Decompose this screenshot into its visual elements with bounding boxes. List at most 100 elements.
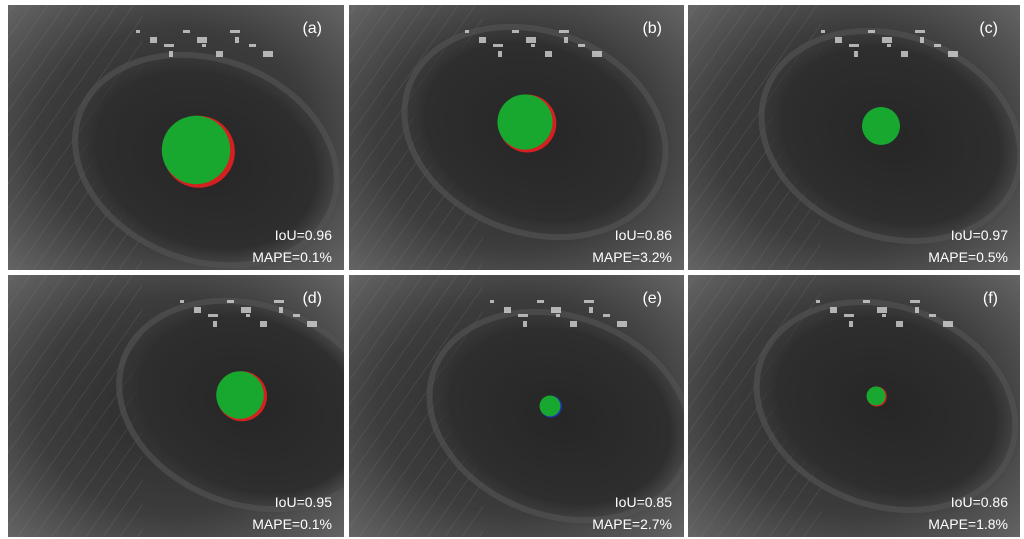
mape: MAPE=0.1% — [252, 516, 332, 532]
reflection — [854, 51, 858, 57]
mape: MAPE=0.1% — [252, 249, 332, 265]
reflection — [213, 321, 217, 327]
panel: (c) IoU=0.97 MAPE=0.5% — [688, 0, 1024, 283]
reflection — [479, 37, 486, 43]
mape: MAPE=1.8% — [928, 516, 1008, 532]
reflection — [150, 37, 157, 43]
reflection — [589, 307, 593, 313]
pupil — [540, 396, 561, 417]
reflection — [551, 307, 561, 313]
reflection — [216, 51, 223, 57]
reflection — [498, 51, 502, 57]
reflection — [863, 300, 870, 303]
reflection — [227, 300, 234, 303]
reflection — [274, 300, 284, 303]
reflection — [504, 307, 511, 313]
reflection — [835, 37, 842, 43]
panel: (e) IoU=0.85 MAPE=2.7% — [349, 269, 728, 539]
reflection — [537, 300, 544, 303]
reflection — [901, 51, 908, 57]
reflection — [915, 30, 925, 33]
pupil — [862, 107, 900, 145]
mape: MAPE=3.2% — [592, 249, 672, 265]
reflection — [887, 44, 891, 47]
reflection — [545, 51, 552, 57]
reflection — [915, 307, 919, 313]
panel-label: (a) — [302, 20, 322, 37]
reflection — [896, 321, 903, 327]
panel-label: (f) — [983, 290, 998, 307]
reflection — [279, 307, 283, 313]
panel-label: (b) — [642, 20, 662, 37]
pupil — [216, 371, 264, 419]
reflection — [592, 51, 602, 57]
reflection — [164, 44, 174, 47]
reflection — [249, 44, 256, 47]
pupil — [162, 116, 230, 184]
reflection — [235, 37, 239, 43]
reflection — [816, 300, 820, 303]
reflection — [603, 314, 610, 317]
reflection — [934, 44, 941, 47]
reflection — [849, 44, 859, 47]
reflection — [526, 37, 536, 43]
panel-label: (e) — [642, 290, 662, 307]
reflection — [882, 37, 892, 43]
reflection — [559, 30, 569, 33]
iou: IoU=0.95 — [275, 494, 332, 510]
mape: MAPE=2.7% — [592, 516, 672, 532]
reflection — [531, 44, 535, 47]
reflection — [877, 307, 887, 313]
pupil — [497, 94, 552, 149]
iou: IoU=0.97 — [951, 227, 1008, 243]
reflection — [241, 307, 251, 313]
reflection — [882, 314, 886, 317]
panel: (a) IoU=0.96 MAPE=0.1% — [8, 5, 375, 308]
iou: IoU=0.86 — [951, 494, 1008, 510]
reflection — [849, 321, 853, 327]
reflection — [617, 321, 627, 327]
reflection — [197, 37, 207, 43]
reflection — [844, 314, 854, 317]
reflection — [493, 44, 503, 47]
panel-label: (c) — [979, 20, 998, 37]
reflection — [948, 51, 958, 57]
reflection — [263, 51, 273, 57]
reflection — [929, 314, 936, 317]
reflection — [584, 300, 594, 303]
reflection — [136, 30, 140, 33]
reflection — [556, 314, 560, 317]
reflection — [523, 321, 527, 327]
reflection — [194, 307, 201, 313]
reflection — [570, 321, 577, 327]
reflection — [260, 321, 267, 327]
reflection — [564, 37, 568, 43]
panel: (f) IoU=0.86 MAPE=1.8% — [688, 260, 1024, 539]
reflection — [246, 314, 250, 317]
reflection — [202, 44, 206, 47]
pupil — [867, 387, 886, 406]
panel-label: (d) — [302, 290, 322, 307]
panel: (b) IoU=0.86 MAPE=3.2% — [349, 0, 703, 280]
reflection — [293, 314, 300, 317]
reflection — [910, 300, 920, 303]
reflection — [943, 321, 953, 327]
reflection — [578, 44, 585, 47]
panels: (a) IoU=0.96 MAPE=0.1% (b) IoU=0.86 MAPE=3.2%… — [8, 0, 1024, 539]
reflection — [518, 314, 528, 317]
reflection — [230, 30, 240, 33]
reflection — [208, 314, 218, 317]
reflection — [180, 300, 184, 303]
reflection — [821, 30, 825, 33]
mape: MAPE=0.5% — [928, 249, 1008, 265]
reflection — [920, 37, 924, 43]
reflection — [465, 30, 469, 33]
reflection — [183, 30, 190, 33]
iou: IoU=0.86 — [615, 227, 672, 243]
reflection — [868, 30, 875, 33]
reflection — [830, 307, 837, 313]
iou: IoU=0.96 — [275, 227, 332, 243]
reflection — [490, 300, 494, 303]
iou: IoU=0.85 — [615, 494, 672, 510]
figure: (a) IoU=0.96 MAPE=0.1% (b) IoU=0.86 MAPE=3.2%… — [0, 0, 1024, 539]
